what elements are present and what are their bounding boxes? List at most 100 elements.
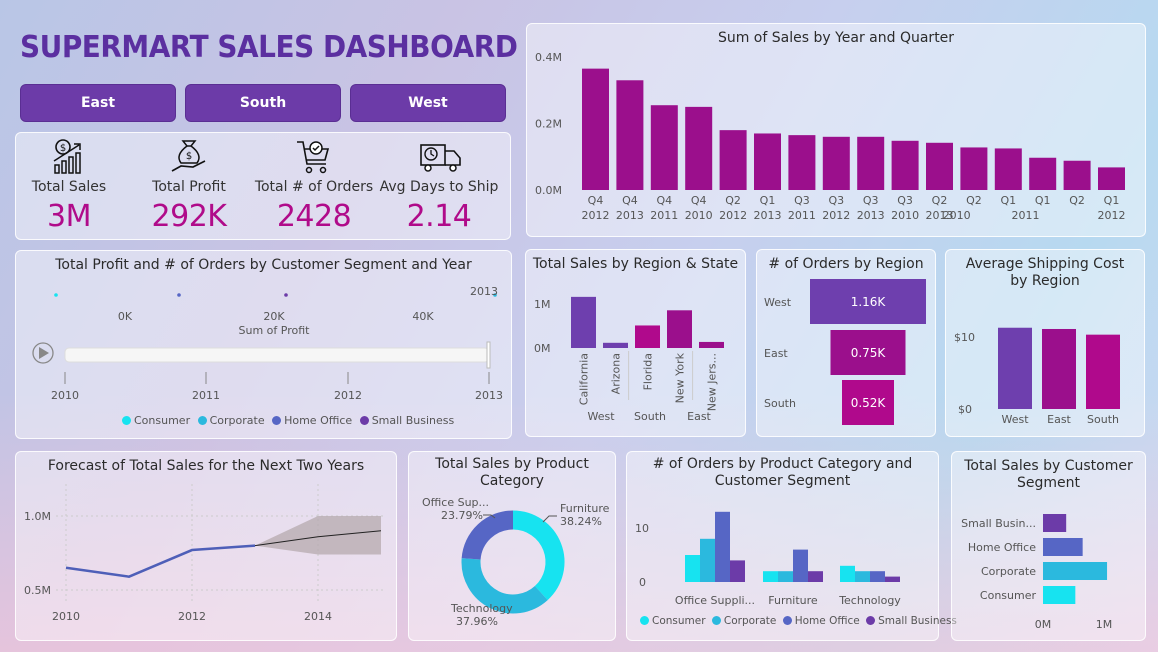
chart-title: Sum of Sales by Year and Quarter — [717, 30, 955, 46]
y-tick-label: 0.0M — [535, 184, 562, 197]
dollar-growth-icon: $ — [9, 137, 129, 177]
sales-year-quarter-card[interactable]: Sum of Sales by Year and Quarter 0.4M 0.2… — [526, 23, 1146, 237]
x-tick-label: Office Suppli... — [675, 594, 755, 607]
leader-line — [542, 515, 557, 523]
x-tick-label: Furniture — [768, 594, 818, 607]
timeline-label: 2010 — [51, 389, 79, 402]
category-donut-card[interactable]: Total Sales by Product Category Furnitur… — [408, 451, 616, 641]
slice-percent: 37.96% — [456, 615, 498, 628]
chart-title: # of Orders by Product Category and Cust… — [652, 456, 913, 489]
timeline-track — [64, 347, 490, 363]
category-label: Consumer — [980, 589, 1037, 602]
x-tick-year: 2011 — [788, 209, 816, 222]
sales-region-state-card[interactable]: Total Sales by Region & State 1M 0M Califo… — [525, 249, 746, 437]
leader-line — [483, 514, 496, 519]
bar — [808, 571, 823, 582]
forecast-card[interactable]: Forecast of Total Sales for the Next Two… — [15, 451, 397, 641]
x-tick-quarter: Q3 — [794, 194, 810, 207]
bar — [855, 571, 870, 582]
bar — [650, 105, 678, 190]
x-tick-quarter: Q1 — [1104, 194, 1120, 207]
orders-category-segment-chart: 10 0 Office Suppli... Furniture Technology — [635, 511, 901, 607]
sales-customer-segment-card[interactable]: Total Sales by Customer Segment Small Bu… — [951, 451, 1146, 641]
x-tick-year: 2012 — [719, 209, 747, 222]
orders-category-segment-card[interactable]: # of Orders by Product Category and Cust… — [626, 451, 957, 641]
donut-slice — [461, 510, 514, 561]
kpi-total-profit: $ Total Profit 292K — [129, 133, 249, 234]
region-label: West — [587, 410, 615, 423]
slice-label: Technology — [450, 602, 513, 615]
chart-title: Total Profit and # of Orders by Customer… — [55, 257, 472, 273]
category-label: South — [764, 397, 796, 410]
y-tick-label: 0.2M — [535, 118, 562, 131]
y-tick-label: 0 — [639, 576, 646, 589]
segment-legend: Consumer Corporate Home Office Small Bus… — [640, 615, 957, 627]
actual-line — [65, 544, 256, 578]
bar — [667, 310, 692, 348]
y-tick-label: 0.4M — [535, 51, 562, 64]
x-tick-label: 2012 — [178, 610, 206, 623]
bar — [700, 538, 715, 582]
x-tick-quarter: Q3 — [897, 194, 913, 207]
scatter-point — [177, 293, 181, 297]
region-button-east[interactable]: East — [20, 84, 176, 122]
y-tick-label: 0.5M — [24, 584, 51, 597]
y-tick-label: 1.0M — [24, 510, 51, 523]
scatter-point — [54, 293, 58, 297]
x-tick-quarter: Q3 — [828, 194, 844, 207]
x-tick-year: 2013 — [616, 209, 644, 222]
x-tick-year: 2011 — [650, 209, 678, 222]
bar — [788, 135, 816, 190]
x-tick-quarter: Q2 — [932, 194, 948, 207]
orders-region-card[interactable]: # of Orders by Region 1.16K West 0.75K East… — [756, 249, 936, 437]
x-tick-label: 2014 — [304, 610, 332, 623]
bar — [1029, 157, 1057, 190]
bar — [891, 140, 919, 190]
forecast-line — [254, 530, 382, 547]
x-tick-quarter: Q1 — [1000, 194, 1016, 207]
category-label: West — [764, 296, 792, 309]
x-tick-year: 2012 — [1098, 209, 1126, 222]
bar — [719, 130, 747, 190]
x-tick-quarter: Q4 — [691, 194, 707, 207]
y-tick-label: 1M — [534, 298, 551, 311]
x-tick-quarter: Q3 — [863, 194, 879, 207]
profit-segment-card[interactable]: Total Profit and # of Orders by Customer… — [15, 250, 512, 439]
chart-title: Forecast of Total Sales for the Next Two… — [47, 458, 365, 474]
category-label: East — [764, 347, 788, 360]
kpi-total-orders: Total # of Orders 2428 — [254, 133, 374, 234]
bar — [840, 565, 855, 582]
sales-customer-segment-chart: Small Busin... Home Office Corporate Consum… — [961, 514, 1113, 631]
region-button-south[interactable]: South — [185, 84, 341, 122]
kpi-avg-days-ship: Avg Days to Ship 2.14 — [379, 133, 499, 234]
x-tick-label: 1M — [1096, 618, 1113, 631]
x-tick-label: Florida — [642, 353, 655, 390]
slice-label: Furniture — [560, 502, 610, 515]
y-tick-label: 10 — [635, 522, 649, 535]
play-icon — [39, 347, 49, 359]
x-tick-label: New Jers... — [706, 353, 719, 411]
bar-value-label: 1.16K — [851, 295, 887, 309]
bar — [960, 147, 988, 190]
y-tick-label: $0 — [958, 403, 972, 416]
bar — [754, 133, 781, 190]
bar — [603, 342, 628, 348]
orders-region-chart: 1.16K West 0.75K East 0.52K South — [764, 279, 926, 425]
x-tick-quarter: Q1 — [760, 194, 776, 207]
segment-legend: Consumer Corporate Home Office Small Bus… — [122, 414, 454, 427]
region-button-west[interactable]: West — [350, 84, 506, 122]
chart-title: Total Sales by Customer Segment — [964, 458, 1133, 491]
shopping-cart-icon — [254, 137, 374, 177]
bar — [857, 136, 885, 190]
shipping-cost-card[interactable]: Average Shipping Cost by Region $10 $0 Wes… — [945, 249, 1145, 437]
bar — [1043, 538, 1083, 556]
x-tick-label: 0K — [118, 310, 133, 323]
x-tick-year: 2010 — [685, 209, 713, 222]
bar — [582, 68, 609, 190]
chart-title: Average Shipping Cost by Region — [965, 256, 1125, 289]
x-tick-year: 2013 — [926, 209, 954, 222]
x-tick-label: New York — [674, 352, 687, 403]
x-tick-quarter: Q4 — [622, 194, 638, 207]
bar — [870, 571, 885, 582]
scatter-point — [493, 293, 497, 297]
